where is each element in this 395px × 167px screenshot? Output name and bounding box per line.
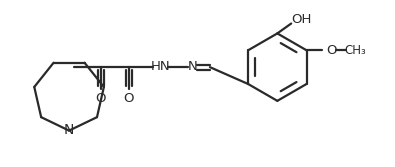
Text: N: N	[188, 60, 198, 73]
Text: OH: OH	[291, 13, 311, 26]
Text: CH₃: CH₃	[344, 44, 366, 57]
Text: N: N	[64, 123, 74, 137]
Text: HN: HN	[150, 60, 170, 73]
Text: O: O	[96, 92, 106, 105]
Text: O: O	[123, 92, 134, 105]
Text: O: O	[326, 44, 337, 57]
